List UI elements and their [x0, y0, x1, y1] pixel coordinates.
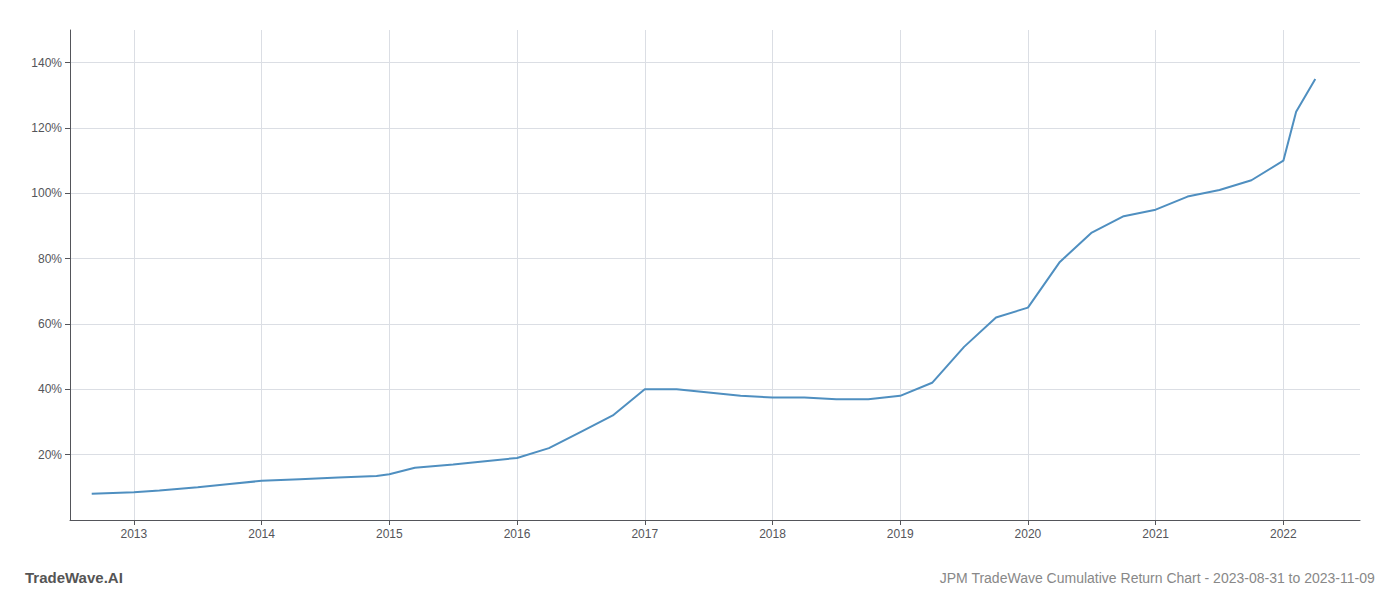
svg-text:80%: 80%	[38, 252, 62, 266]
svg-text:2013: 2013	[121, 527, 148, 541]
svg-text:2020: 2020	[1015, 527, 1042, 541]
svg-text:120%: 120%	[31, 121, 62, 135]
svg-text:2016: 2016	[504, 527, 531, 541]
svg-text:100%: 100%	[31, 186, 62, 200]
svg-text:2014: 2014	[248, 527, 275, 541]
svg-text:JPM TradeWave Cumulative Retur: JPM TradeWave Cumulative Return Chart - …	[940, 570, 1375, 586]
svg-text:2019: 2019	[887, 527, 914, 541]
svg-text:2015: 2015	[376, 527, 403, 541]
svg-text:20%: 20%	[38, 448, 62, 462]
svg-text:2018: 2018	[759, 527, 786, 541]
svg-text:140%: 140%	[31, 56, 62, 70]
svg-text:2021: 2021	[1142, 527, 1169, 541]
svg-text:60%: 60%	[38, 317, 62, 331]
svg-text:40%: 40%	[38, 382, 62, 396]
svg-text:TradeWave.AI: TradeWave.AI	[25, 569, 123, 586]
svg-text:2022: 2022	[1270, 527, 1297, 541]
svg-text:2017: 2017	[631, 527, 658, 541]
